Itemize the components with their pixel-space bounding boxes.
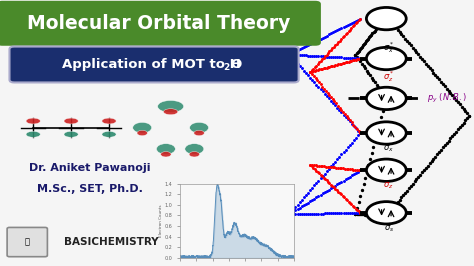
Text: O: O bbox=[230, 58, 241, 71]
Ellipse shape bbox=[26, 131, 40, 137]
Text: M.Sc., SET, Ph.D.: M.Sc., SET, Ph.D. bbox=[37, 184, 143, 194]
Text: 🔬: 🔬 bbox=[25, 238, 29, 247]
Ellipse shape bbox=[164, 109, 178, 115]
Text: $\sigma_z$: $\sigma_z$ bbox=[383, 181, 394, 191]
Circle shape bbox=[366, 202, 406, 224]
Y-axis label: Electron Counts: Electron Counts bbox=[159, 205, 164, 237]
Ellipse shape bbox=[133, 122, 152, 133]
Ellipse shape bbox=[102, 118, 116, 124]
Ellipse shape bbox=[185, 144, 204, 154]
Text: Application of MOT to H: Application of MOT to H bbox=[62, 58, 241, 71]
Ellipse shape bbox=[64, 131, 78, 137]
Ellipse shape bbox=[64, 118, 78, 124]
Text: $\sigma_z^*$: $\sigma_z^*$ bbox=[383, 69, 394, 84]
FancyBboxPatch shape bbox=[7, 227, 47, 257]
Text: BASICHEMISTRY: BASICHEMISTRY bbox=[64, 237, 159, 247]
Ellipse shape bbox=[157, 101, 183, 112]
Text: 2: 2 bbox=[224, 63, 230, 72]
Circle shape bbox=[366, 87, 406, 110]
Text: $\sigma_x$: $\sigma_x$ bbox=[383, 144, 394, 154]
Text: $p_y\ (N.B.)$: $p_y\ (N.B.)$ bbox=[427, 92, 467, 105]
Ellipse shape bbox=[161, 152, 171, 157]
Text: $\sigma_s$: $\sigma_s$ bbox=[383, 223, 394, 234]
Ellipse shape bbox=[194, 130, 204, 136]
Text: $\sigma_x^*$: $\sigma_x^*$ bbox=[383, 40, 394, 55]
Circle shape bbox=[366, 122, 406, 144]
Text: Dr. Aniket Pawanoji: Dr. Aniket Pawanoji bbox=[29, 163, 151, 173]
FancyBboxPatch shape bbox=[9, 47, 299, 82]
Circle shape bbox=[366, 7, 406, 30]
Circle shape bbox=[366, 159, 406, 181]
Circle shape bbox=[366, 47, 406, 70]
Ellipse shape bbox=[156, 144, 175, 154]
Ellipse shape bbox=[102, 131, 116, 137]
Ellipse shape bbox=[137, 130, 147, 136]
Text: Molecular Orbital Theory: Molecular Orbital Theory bbox=[27, 14, 291, 33]
Ellipse shape bbox=[26, 118, 40, 124]
Ellipse shape bbox=[190, 122, 209, 133]
Ellipse shape bbox=[189, 152, 200, 157]
FancyBboxPatch shape bbox=[0, 1, 321, 46]
